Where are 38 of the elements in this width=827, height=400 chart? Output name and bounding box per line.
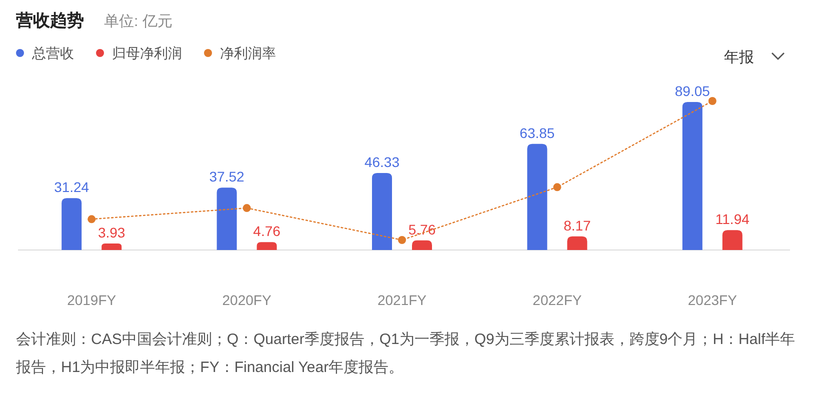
point xyxy=(242,204,251,212)
bar xyxy=(722,230,742,250)
legend-label: 净利润率 xyxy=(220,45,276,61)
bar xyxy=(216,188,237,250)
point xyxy=(88,215,96,224)
bar xyxy=(102,243,122,250)
chart-subtitle: 单位: 亿元 xyxy=(104,13,172,30)
data-label: 11.94 xyxy=(715,211,750,228)
data-label: 4.76 xyxy=(253,223,281,240)
x-tick-label: 2019FY xyxy=(67,292,117,308)
point xyxy=(553,183,562,192)
point xyxy=(708,97,716,105)
chart-title: 营收趋势 xyxy=(15,11,84,30)
bar xyxy=(62,198,82,250)
bar xyxy=(372,173,392,250)
x-tick-label: 2022FY xyxy=(532,292,582,308)
text: 会计准则：CAS中国会计准则；Q：Quarter季度报告，Q1为一季报，Q9为三季度累计报表，跨度9个月；H：Half半年报告，H1为中报即半年报；FY：Financial Year年度报告。 xyxy=(16,330,796,378)
x-tick-label: 2020FY xyxy=(222,292,272,308)
point xyxy=(398,236,406,244)
x-tick-label: 2023FY xyxy=(688,292,738,308)
data-label: 31.24 xyxy=(54,179,90,196)
data-label: 3.93 xyxy=(98,224,126,240)
legend: 净利润率 xyxy=(204,45,276,61)
bar xyxy=(412,240,432,250)
legend-label: 总营收 xyxy=(31,45,74,61)
data-label: 37.52 xyxy=(209,168,245,185)
data-label: 63.85 xyxy=(520,124,555,141)
data-label: 46.33 xyxy=(364,154,400,170)
bar xyxy=(256,242,277,250)
data-label: 8.17 xyxy=(564,217,592,234)
bar xyxy=(527,144,548,250)
legend-label: 归母净利润 xyxy=(112,45,182,61)
x-tick-label: 2021FY xyxy=(377,292,428,308)
data-label: 89.05 xyxy=(674,83,710,99)
data-label: 5.76 xyxy=(408,221,436,238)
bar xyxy=(682,102,702,250)
bar xyxy=(567,236,588,250)
text: 年报 xyxy=(724,49,754,66)
